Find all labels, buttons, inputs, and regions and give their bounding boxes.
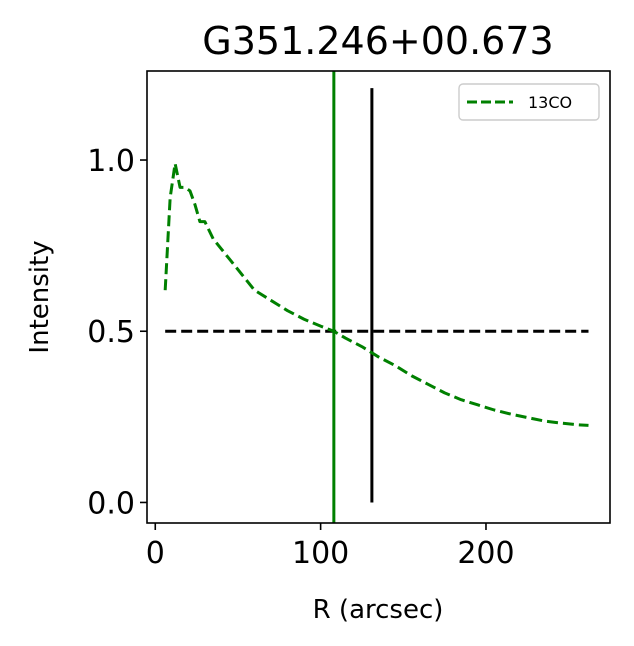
legend: 13CO	[458, 83, 600, 121]
x-tick-label: 0	[146, 536, 165, 571]
y-tick-label: 0.0	[87, 486, 135, 521]
reference-lines	[165, 71, 589, 523]
x-tick-label: 200	[457, 536, 514, 571]
x-tick-label: 100	[292, 536, 349, 571]
x-axis-label: R (arcsec)	[313, 595, 444, 625]
y-axis-label: Intensity	[25, 240, 55, 353]
chart-title: G351.246+00.673	[202, 19, 553, 63]
axis-ticks: 0 100 200 0.0 0.5 1.0	[87, 144, 514, 571]
legend-box	[458, 83, 600, 121]
series-line-13co	[163, 161, 589, 427]
y-tick-label: 1.0	[87, 144, 135, 179]
plot-frame	[146, 70, 611, 524]
y-tick-label: 0.5	[87, 315, 135, 350]
series-layer	[163, 161, 589, 427]
legend-label-13co: 13CO	[528, 93, 572, 112]
